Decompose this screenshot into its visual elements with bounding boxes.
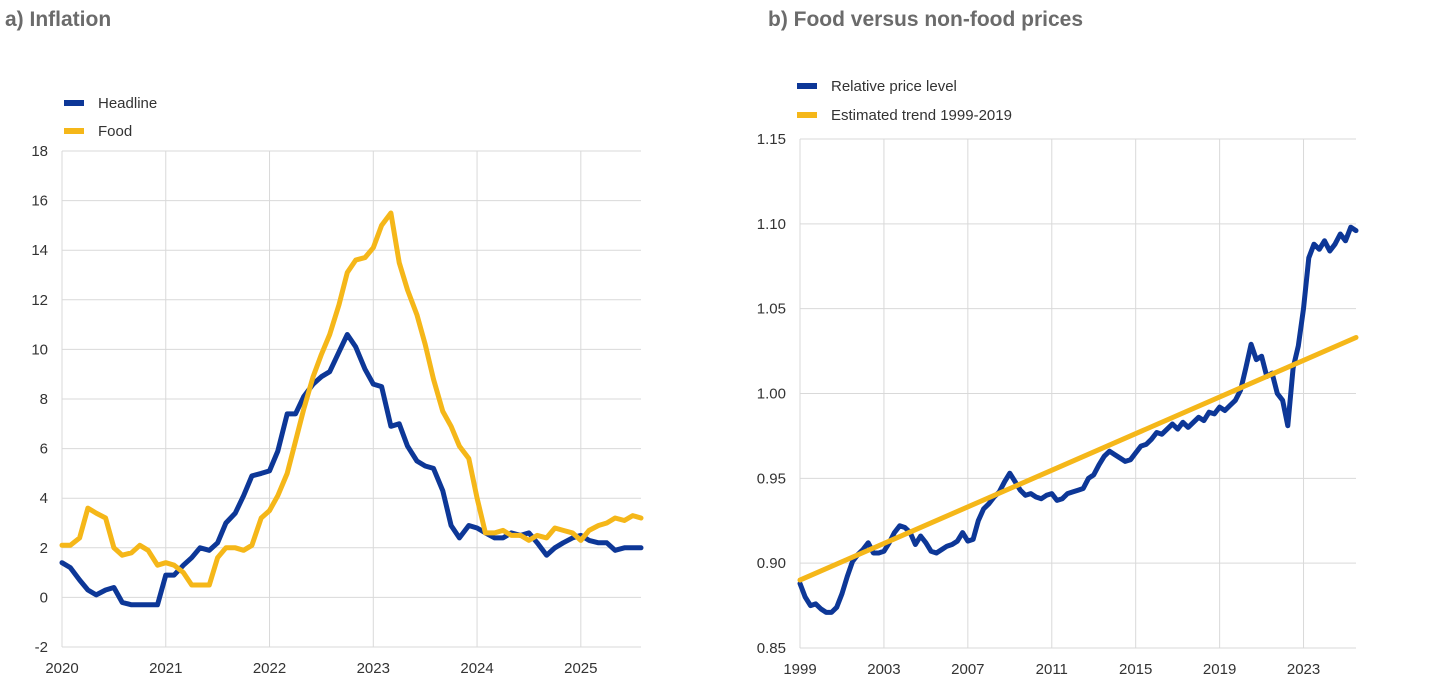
x-tick-label: 2020 [45, 660, 78, 677]
chart-b-food-vs-nonfood: 1.15 1.10 1.05 1.00 0.95 0.90 0.85 1999 2003 2007… [757, 78, 1359, 678]
series-line-relative-price-level [797, 224, 1359, 615]
x-tick-label: 2023 [357, 660, 390, 677]
x-tick-label: 2023 [1287, 661, 1320, 678]
series-line-food [59, 210, 644, 588]
y-tick-label: 10 [31, 341, 48, 358]
y-tick-label: -2 [35, 639, 48, 656]
x-tick-label: 2025 [564, 660, 597, 677]
series-line-headline [59, 332, 644, 608]
x-tick-label: 2011 [1036, 661, 1068, 678]
y-tick-label: 1.05 [757, 301, 786, 318]
y-tick-label: 18 [31, 143, 48, 160]
legend-label: Estimated trend 1999-2019 [831, 107, 1012, 124]
chart-b-title: b) Food versus non-food prices [768, 8, 1084, 31]
legend-label: Food [98, 123, 132, 140]
x-tick-label: 2007 [951, 661, 984, 678]
y-tick-label: 8 [40, 391, 48, 408]
y-tick-label: 1.00 [757, 386, 786, 403]
x-tick-label: 1999 [783, 661, 816, 678]
x-tick-label: 2024 [460, 660, 493, 677]
y-tick-label: 4 [40, 490, 48, 507]
x-tick-label: 2021 [149, 660, 182, 677]
y-tick-label: 16 [31, 193, 48, 210]
chart-a-title: a) Inflation [5, 8, 112, 31]
x-tick-label: 2019 [1203, 661, 1236, 678]
x-tick-label: 2015 [1119, 661, 1152, 678]
legend-label: Headline [98, 95, 157, 112]
series-line-estimated-trend-1999-2019 [797, 335, 1359, 583]
y-tick-label: 12 [31, 292, 48, 309]
y-tick-label: 0.95 [757, 470, 786, 487]
y-tick-label: 0.90 [757, 555, 786, 572]
x-tick-label: 2022 [253, 660, 286, 677]
y-tick-label: 1.10 [757, 216, 786, 233]
y-tick-label: 0.85 [757, 640, 786, 657]
y-tick-label: 1.15 [757, 131, 786, 148]
x-tick-label: 2003 [867, 661, 900, 678]
y-tick-label: 0 [40, 589, 48, 606]
y-tick-label: 14 [31, 242, 48, 259]
y-tick-label: 2 [40, 540, 48, 557]
chart-a-inflation: 18 16 14 12 10 8 6 4 2 0 -2 2020 2021 2022 2023 2024 202… [31, 95, 644, 677]
legend-label: Relative price level [831, 78, 957, 95]
y-tick-label: 6 [40, 441, 48, 458]
